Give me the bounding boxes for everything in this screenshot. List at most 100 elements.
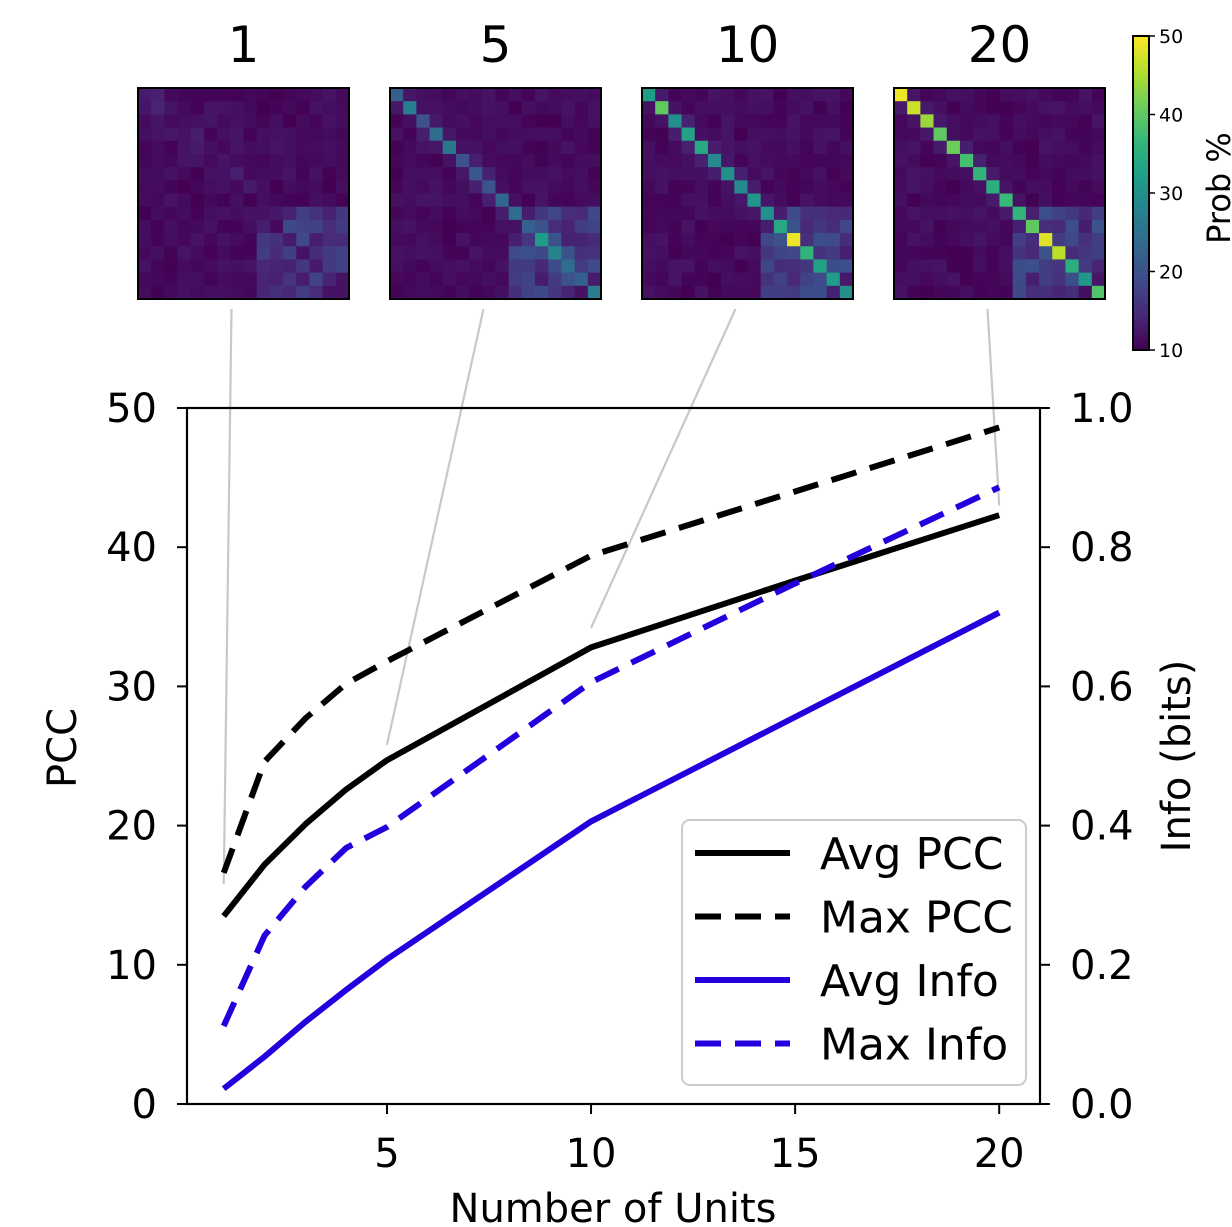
main-plot: 5 10 15 20 0 10 20 30 40 50 0.0 0.2 0.4 0.6 0.8 1.0 N…: [40, 386, 1200, 1227]
heatmap-cell: [535, 246, 549, 260]
series-lines: [220, 424, 1001, 1092]
heatmap-cell: [535, 153, 549, 168]
heatmap-cell: [959, 193, 974, 208]
heatmap-cell: [1078, 167, 1093, 181]
heatmap-cell: [655, 167, 669, 181]
heatmap-cell: [826, 101, 841, 115]
heatmap-cell: [721, 193, 735, 208]
heatmap-cell: [190, 206, 205, 221]
heatmap-cell: [681, 167, 696, 181]
heatmap-cell: [1065, 127, 1080, 142]
heatmap-cell: [1012, 127, 1027, 142]
heatmap-cell: [495, 233, 510, 247]
heatmap-cell: [442, 180, 457, 194]
heatmap-cell: [283, 206, 297, 221]
heatmap-cell: [521, 219, 536, 234]
heatmap-cell: [151, 206, 165, 221]
heatmap-cell: [230, 127, 244, 142]
heatmap-cell: [455, 101, 470, 115]
heatmap-cell: [933, 101, 948, 115]
heatmap-cell: [694, 285, 709, 300]
heatmap-cell: [151, 285, 165, 300]
heatmap-cell: [681, 259, 696, 274]
heatmap-cell: [203, 259, 218, 274]
heatmap-cell: [508, 101, 523, 115]
heatmap-cell: [151, 153, 165, 168]
heatmap-cell: [894, 153, 908, 168]
heatmap-cell: [760, 88, 775, 102]
heatmap-cell: [243, 180, 258, 194]
heatmap-inset-1: 1: [137, 16, 350, 300]
heatmap-cell: [429, 88, 444, 102]
heatmap-cell: [521, 259, 536, 274]
heatmap-cell: [269, 88, 284, 102]
heatmap-cell: [1025, 180, 1040, 194]
heatmap-cell: [642, 140, 656, 155]
heatmap-cell: [707, 114, 722, 128]
legend: Avg PCC Max PCC Avg Info Max Info: [681, 819, 1027, 1086]
heatmap-cell: [521, 140, 536, 155]
heatmap-cell: [495, 180, 510, 194]
heatmap-cell: [495, 219, 510, 234]
heatmap-cell: [747, 206, 762, 221]
heatmap-cell: [535, 88, 549, 102]
heatmap-cell: [826, 127, 841, 142]
heatmap-frame: [389, 87, 602, 300]
heatmap-cell: [668, 114, 682, 128]
heatmap-cell: [1052, 153, 1066, 168]
heatmap-cell: [734, 246, 748, 260]
heatmap-cell: [177, 272, 192, 287]
heatmap-cell: [946, 285, 961, 300]
heatmap-cell: [999, 167, 1014, 181]
heatmap-cell: [469, 272, 483, 287]
heatmap-cell: [243, 114, 258, 128]
heatmap-cell: [920, 206, 934, 221]
heatmap-cell: [1025, 114, 1040, 128]
heatmap-cell: [721, 272, 735, 287]
heatmap-cell: [403, 114, 417, 128]
heatmap-cell: [508, 246, 523, 260]
heatmap-cell: [164, 127, 178, 142]
heatmap-cell: [335, 285, 350, 300]
heatmap-cell: [1012, 246, 1027, 260]
heatmap-cell: [1091, 88, 1106, 102]
heatmap-cell: [469, 259, 483, 274]
heatmap-cell: [946, 114, 961, 128]
heatmap-cell: [309, 219, 324, 234]
heatmap-cell: [734, 88, 748, 102]
heatmap-cell: [283, 167, 297, 181]
heatmap-cell: [390, 233, 404, 247]
heatmap-cell: [773, 233, 788, 247]
heatmap-cell: [390, 140, 404, 155]
heatmap-cell: [390, 272, 404, 287]
heatmap-cell: [322, 219, 337, 234]
heatmap-cell: [787, 285, 801, 300]
heatmap-cell: [986, 193, 1000, 208]
heatmap-cell: [681, 180, 696, 194]
heatmap-cell: [561, 206, 576, 221]
heatmap-cell: [230, 167, 244, 181]
heatmap-cell: [164, 272, 178, 287]
heatmap-cell: [574, 259, 589, 274]
heatmap-cell: [813, 272, 828, 287]
heatmap-cell: [335, 193, 350, 208]
heatmap-cell: [574, 233, 589, 247]
heatmap-cell: [655, 285, 669, 300]
heatmap-cell: [535, 140, 549, 155]
heatmap-cell: [655, 272, 669, 287]
heatmap-cell: [787, 101, 801, 115]
heatmap-cell: [495, 167, 510, 181]
heatmap-cell: [668, 259, 682, 274]
heatmap-cell: [1052, 88, 1066, 102]
legend-label-max-pcc: Max PCC: [820, 893, 1013, 944]
heatmap-cell: [269, 101, 284, 115]
x-axis-label: Number of Units: [450, 1186, 777, 1227]
heatmap-cell: [416, 233, 430, 247]
heatmap-cell: [1052, 140, 1066, 155]
heatmap-cell: [269, 127, 284, 142]
connector-line-1: [222, 308, 233, 885]
heatmap-cell: [959, 88, 974, 102]
heatmap-cell: [455, 233, 470, 247]
heatmap-cell: [482, 127, 496, 142]
